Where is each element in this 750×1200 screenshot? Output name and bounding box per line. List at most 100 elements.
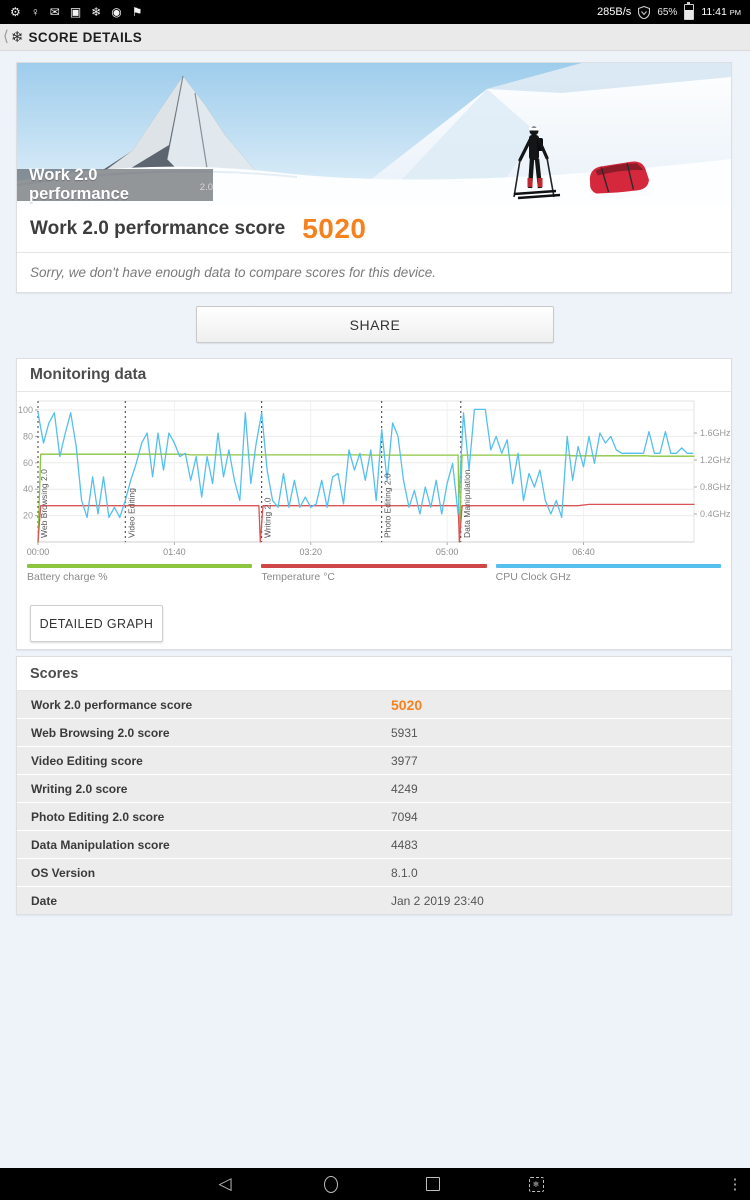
legend-label-temperature: Temperature °C — [261, 571, 335, 583]
scores-title: Scores — [30, 665, 79, 682]
svg-text:100: 100 — [18, 405, 33, 415]
legend-label-battery: Battery charge % — [27, 571, 108, 583]
score-summary-card: Work 2.0 performance 2.0 Work 2.0 perfor… — [16, 62, 732, 293]
scores-card: Scores Work 2.0 performance score 5020 W… — [16, 656, 732, 915]
svg-text:80: 80 — [23, 431, 33, 441]
legend-item-temperature: Temperature °C — [261, 564, 487, 583]
svg-text:06:40: 06:40 — [572, 547, 595, 557]
hero-image: Work 2.0 performance 2.0 — [17, 63, 731, 206]
table-row: OS Version 8.1.0 — [17, 859, 731, 886]
row-label: Writing 2.0 score — [31, 781, 128, 796]
table-row: Web Browsing 2.0 score 5931 — [17, 719, 731, 746]
svg-text:0.4GHz: 0.4GHz — [700, 509, 731, 519]
row-label: Web Browsing 2.0 score — [31, 725, 170, 740]
row-label: Video Editing score — [31, 753, 143, 768]
row-value: 5020 — [391, 696, 423, 713]
hero-title-band: Work 2.0 performance 2.0 — [17, 166, 213, 203]
row-value: 3977 — [391, 753, 418, 768]
nav-home-button[interactable] — [318, 1168, 344, 1200]
svg-text:Writing 2.0: Writing 2.0 — [263, 497, 273, 538]
back-chevron-icon[interactable]: ⟨ — [3, 28, 9, 45]
skier-figure — [513, 126, 653, 200]
page-title: SCORE DETAILS — [28, 29, 143, 45]
person-icon: ♀ — [30, 5, 40, 19]
nav-recents-button[interactable] — [420, 1168, 446, 1200]
table-row: Photo Editing 2.0 score 7094 — [17, 803, 731, 830]
row-value: 7094 — [391, 809, 418, 824]
row-label: Data Manipulation score — [31, 837, 170, 852]
row-value: 8.1.0 — [391, 865, 418, 880]
divider — [17, 690, 731, 691]
play-flag-icon: ⚑ — [131, 5, 143, 19]
screenshot-grid-icon: ❄ — [528, 1176, 544, 1192]
score-label: Work 2.0 performance score — [30, 218, 286, 239]
score-value: 5020 — [302, 213, 367, 244]
svg-text:0.8GHz: 0.8GHz — [700, 482, 731, 492]
table-row: Video Editing score 3977 — [17, 747, 731, 774]
row-value: 4483 — [391, 837, 418, 852]
circle-app-icon: ◉ — [111, 5, 122, 19]
row-value: 4249 — [391, 781, 418, 796]
battery-icon — [684, 2, 695, 20]
pcmark-logo-icon: ❄ — [10, 29, 24, 46]
home-circle-icon — [324, 1175, 338, 1193]
clock: 11:41 PM — [701, 6, 741, 18]
monitoring-chart: 20 40 60 80 100 00:00 01:40 03:20 05:00 06:40 0.4G… — [18, 396, 732, 562]
svg-text:00:00: 00:00 — [27, 547, 50, 557]
monitoring-card: Monitoring data 20 40 60 80 100 00:00 01:40 03:… — [16, 358, 732, 650]
detailed-graph-button[interactable]: DETAILED GRAPH — [30, 605, 163, 642]
photos-icon: ▣ — [69, 5, 82, 19]
pcmark-snowflake-icon: ❄ — [91, 5, 102, 19]
svg-text:20: 20 — [23, 511, 33, 521]
nav-screenshot-button[interactable]: ❄ — [523, 1168, 549, 1200]
svg-text:01:40: 01:40 — [163, 547, 186, 557]
row-label: Work 2.0 performance score — [31, 697, 193, 712]
compare-notice: Sorry, we don't have enough data to comp… — [30, 265, 437, 280]
mail-icon: ✉ — [49, 5, 60, 19]
legend-swatch-battery — [27, 564, 253, 568]
android-nav-bar: ◁ ❄ ⋮ — [0, 1168, 750, 1200]
monitoring-title: Monitoring data — [30, 366, 147, 383]
notification-icons: ⚙ ♀ ✉ ▣ ❄ ◉ ⚑ — [0, 6, 597, 18]
row-value: Jan 2 2019 23:40 — [391, 893, 484, 908]
back-triangle-icon: ◁ — [218, 1174, 232, 1193]
row-label: Photo Editing 2.0 score — [31, 809, 165, 824]
legend-swatch-temperature — [261, 564, 487, 568]
table-row: Data Manipulation score 4483 — [17, 831, 731, 858]
menu-dots-icon: ⋮ — [727, 1176, 743, 1193]
legend-label-cpu: CPU Clock GHz — [495, 571, 571, 583]
app-header: ⟨ ❄ SCORE DETAILS — [0, 24, 750, 51]
vpn-shield-icon — [638, 5, 651, 19]
legend-item-cpu: CPU Clock GHz — [495, 564, 721, 583]
table-row: Work 2.0 performance score 5020 — [17, 691, 731, 718]
svg-text:Video Editing: Video Editing — [126, 488, 136, 538]
legend-swatch-cpu — [495, 564, 721, 568]
chart-legend: Battery charge % Temperature °C CPU Cloc… — [17, 564, 731, 583]
svg-text:60: 60 — [23, 458, 33, 468]
svg-text:05:00: 05:00 — [436, 547, 459, 557]
network-speed: 285B/s — [597, 6, 632, 18]
row-label: OS Version — [31, 865, 96, 880]
table-row: Date Jan 2 2019 23:40 — [17, 887, 731, 914]
status-bar: ⚙ ♀ ✉ ▣ ❄ ◉ ⚑ 285B/s 65% 11:41 PM — [0, 0, 750, 24]
svg-text:Data Manipulation: Data Manipulation — [462, 469, 472, 538]
nav-back-button[interactable]: ◁ — [212, 1168, 238, 1200]
svg-text:1.2GHz: 1.2GHz — [700, 455, 731, 465]
legend-item-battery: Battery charge % — [27, 564, 253, 583]
svg-text:1.6GHz: 1.6GHz — [700, 428, 731, 438]
recents-square-icon — [426, 1177, 440, 1191]
row-label: Date — [31, 893, 58, 908]
svg-text:Photo Editing 2.0: Photo Editing 2.0 — [383, 473, 393, 538]
divider — [17, 252, 731, 253]
nav-menu-button[interactable]: ⋮ — [722, 1168, 748, 1200]
hero-version-badge: 2.0 — [199, 181, 213, 193]
row-value: 5931 — [391, 725, 418, 740]
divider — [17, 391, 731, 392]
svg-text:Web Browsing 2.0: Web Browsing 2.0 — [39, 469, 49, 538]
battery-percent: 65% — [657, 6, 678, 18]
hero-title: Work 2.0 performance — [29, 166, 129, 203]
share-button[interactable]: SHARE — [196, 306, 554, 343]
table-row: Writing 2.0 score 4249 — [17, 775, 731, 802]
svg-text:40: 40 — [23, 484, 33, 494]
settings-gear-icon: ⚙ — [10, 5, 21, 19]
